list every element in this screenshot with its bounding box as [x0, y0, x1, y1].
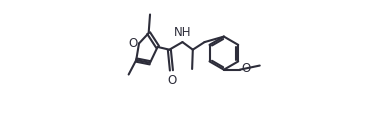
Text: O: O — [168, 74, 177, 87]
Text: NH: NH — [174, 26, 191, 39]
Text: O: O — [241, 63, 250, 75]
Text: O: O — [129, 37, 138, 50]
